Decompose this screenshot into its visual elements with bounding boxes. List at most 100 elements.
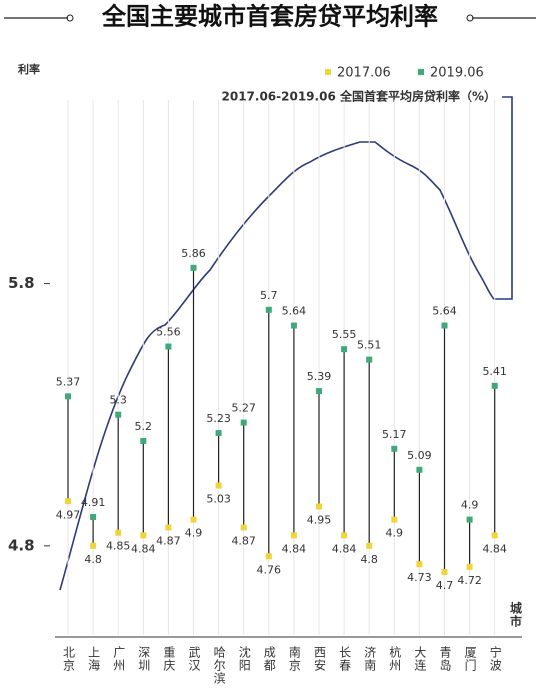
- x-tick-label: 青岛: [438, 646, 452, 672]
- dot-2019: [90, 513, 97, 520]
- dot-2019: [366, 356, 373, 363]
- value-label: 5.03: [206, 493, 231, 506]
- value-label: 5.56: [156, 326, 181, 339]
- title-dot: [66, 14, 74, 22]
- value-label: 5.41: [482, 365, 507, 378]
- y-tick-label: 5.8: [8, 274, 35, 292]
- dot-2017: [316, 503, 322, 510]
- value-label: 5.39: [307, 370, 332, 383]
- y-tick-label: 4.8: [8, 536, 35, 554]
- value-label: 4.95: [307, 513, 332, 526]
- dot-2017: [366, 542, 373, 549]
- dot-2019: [65, 393, 71, 400]
- dot-2019: [416, 466, 423, 473]
- value-label: 5.17: [382, 428, 407, 441]
- title-dot: [466, 14, 474, 22]
- value-label: 5.55: [332, 328, 357, 341]
- x-tick-label: 广州: [112, 646, 126, 672]
- dot-2017: [491, 532, 498, 539]
- dot-2017: [466, 563, 473, 570]
- value-label: 4.91: [81, 496, 106, 509]
- value-label: 4.84: [332, 542, 357, 555]
- trend-curve: [59, 96, 513, 591]
- value-label: 5.51: [357, 339, 382, 352]
- dot-2017: [165, 524, 172, 531]
- x-tick-label: 杭州: [388, 645, 402, 672]
- dot-2019: [341, 346, 348, 353]
- dot-2019: [190, 264, 197, 271]
- value-label: 4.76: [257, 563, 282, 576]
- dot-2019: [115, 411, 122, 418]
- x-tick-label: 成都: [262, 646, 276, 672]
- value-label: 4.9: [386, 527, 404, 540]
- dot-2019: [491, 382, 498, 389]
- value-label: 4.84: [482, 542, 507, 555]
- dot-2019: [165, 343, 172, 350]
- value-label: 4.8: [360, 553, 378, 566]
- x-tick-label: 南京: [287, 645, 301, 672]
- chart-title: 全国主要城市首套房贷平均利率: [101, 2, 438, 31]
- value-label: 4.84: [282, 542, 307, 555]
- value-label: 4.72: [457, 574, 482, 587]
- value-label: 4.9: [461, 499, 479, 512]
- value-label: 4.85: [106, 540, 131, 553]
- x-tick-label: 重庆: [162, 646, 176, 672]
- value-label: 4.8: [84, 553, 102, 566]
- dot-2017: [416, 561, 423, 568]
- dot-2019: [265, 306, 272, 313]
- value-label: 5.64: [432, 305, 457, 318]
- x-tick-label: 沈阳: [237, 645, 251, 672]
- dot-2017: [441, 569, 448, 576]
- value-label: 5.23: [206, 412, 231, 425]
- dot-2019: [466, 516, 473, 523]
- x-tick-label: 西安: [313, 646, 327, 672]
- dot-2017: [90, 542, 97, 549]
- x-tick-label: 宁波: [488, 645, 502, 672]
- dot-2019: [391, 445, 398, 452]
- subtitle: 2017.06-2019.06 全国首套平均房贷利率（%）: [222, 89, 497, 104]
- value-label: 4.84: [131, 542, 156, 555]
- dot-2019: [140, 437, 147, 444]
- value-label: 5.3: [109, 394, 127, 407]
- dot-2019: [290, 322, 297, 329]
- dot-2017: [65, 498, 71, 505]
- value-label: 5.64: [282, 305, 307, 318]
- value-label: 5.2: [135, 420, 153, 433]
- x-tick-label: 武汉: [187, 646, 201, 672]
- value-label: 5.27: [231, 402, 256, 415]
- value-label: 4.97: [56, 508, 81, 521]
- legend-label: 2019.06: [430, 66, 484, 81]
- legend-swatch: [418, 69, 424, 75]
- y-axis-label: 利率: [18, 62, 40, 76]
- value-label: 5.37: [56, 375, 81, 388]
- value-label: 4.87: [231, 534, 256, 547]
- dot-2019: [240, 419, 247, 426]
- value-label: 5.86: [181, 247, 206, 260]
- dot-2017: [290, 532, 297, 539]
- value-label: 4.9: [185, 527, 203, 540]
- value-label: 5.09: [407, 449, 432, 462]
- x-tick-label: 深圳: [137, 646, 151, 672]
- dot-2017: [265, 553, 272, 560]
- value-label: 4.7: [436, 579, 454, 592]
- legend-label: 2017.06: [337, 66, 391, 81]
- legend-swatch: [325, 69, 331, 75]
- dot-2017: [341, 532, 348, 539]
- dot-2017: [391, 516, 398, 523]
- x-axis-label: 城市: [509, 601, 523, 628]
- dot-2017: [115, 529, 122, 536]
- x-tick-label: 上海: [87, 646, 101, 672]
- value-label: 4.73: [407, 571, 432, 584]
- dot-2017: [140, 532, 147, 539]
- dot-2017: [190, 516, 197, 523]
- dot-2019: [441, 322, 448, 329]
- x-tick-label: 厦门: [463, 646, 477, 672]
- value-label: 4.87: [156, 534, 181, 547]
- dot-2019: [215, 430, 222, 437]
- dot-2019: [316, 388, 322, 395]
- x-tick-label: 大连: [413, 646, 427, 672]
- dot-2017: [215, 482, 222, 489]
- dot-2017: [240, 524, 247, 531]
